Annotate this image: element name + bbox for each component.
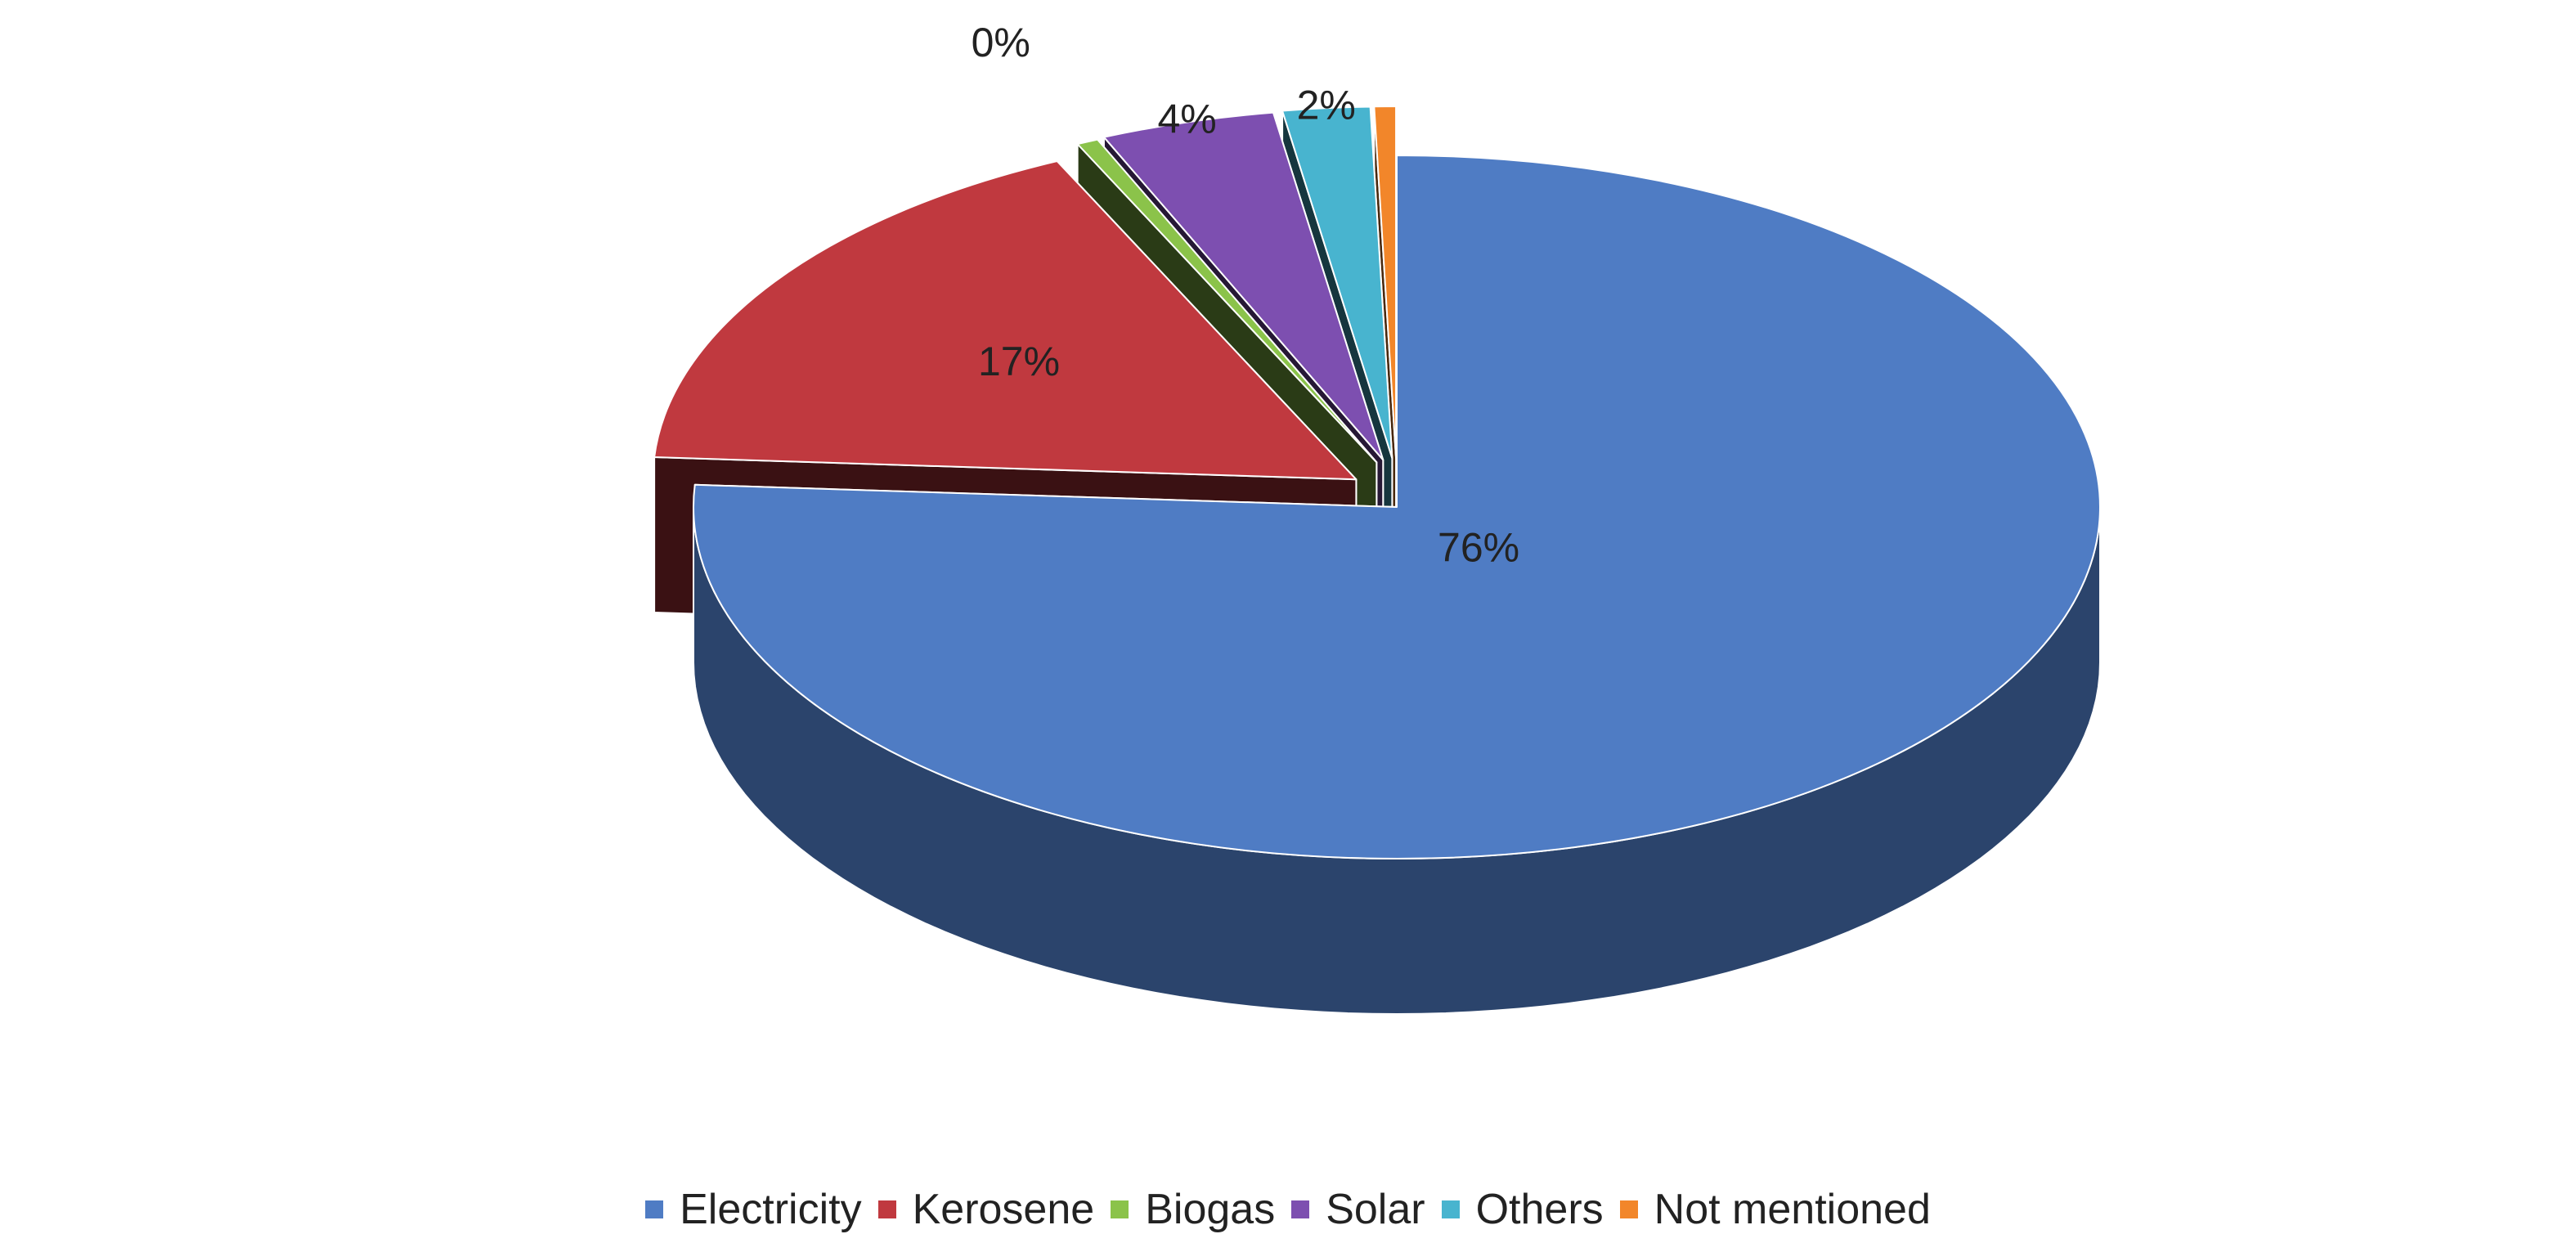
pie-slice-not-mentioned bbox=[1373, 105, 1398, 460]
legend-swatch bbox=[1619, 1200, 1638, 1218]
data-label-biogas: 0% bbox=[972, 20, 1030, 65]
pie-slice-biogas bbox=[1076, 138, 1378, 464]
legend-item-solar: Solar bbox=[1291, 1185, 1425, 1234]
legend-label: Not mentioned bbox=[1654, 1186, 1931, 1233]
legend: Electricity Kerosene Biogas Solar Others… bbox=[0, 1181, 2576, 1238]
pie-slice-others bbox=[1281, 105, 1393, 460]
legend-label: Solar bbox=[1326, 1186, 1425, 1233]
legend-label: Others bbox=[1475, 1186, 1604, 1233]
legend-swatch bbox=[1111, 1200, 1129, 1218]
pie-slice-electricity bbox=[693, 155, 2101, 859]
legend-swatch bbox=[1441, 1200, 1460, 1218]
pie-top-layer bbox=[653, 105, 2101, 859]
legend-item-not-mentioned: Not mentioned bbox=[1619, 1185, 1931, 1234]
legend-label: Biogas bbox=[1145, 1186, 1276, 1233]
data-label-electricity: 76% bbox=[1438, 525, 1519, 571]
legend-swatch bbox=[645, 1200, 664, 1218]
legend-item-biogas: Biogas bbox=[1111, 1185, 1275, 1234]
data-label-kerosene: 17% bbox=[978, 339, 1060, 384]
pie-slice-kerosene bbox=[653, 160, 1358, 481]
legend-swatch bbox=[1291, 1200, 1310, 1218]
legend-item-others: Others bbox=[1441, 1185, 1604, 1234]
data-label-others: 2% bbox=[1297, 82, 1356, 128]
data-label-layer: 76%17%0%4%2%0% bbox=[972, 20, 1520, 571]
legend-label: Electricity bbox=[680, 1186, 862, 1233]
pie-slice-solar bbox=[1102, 111, 1384, 461]
legend-swatch bbox=[877, 1200, 896, 1218]
legend-item-kerosene: Kerosene bbox=[877, 1185, 1095, 1234]
data-label-solar: 4% bbox=[1157, 96, 1216, 142]
legend-item-electricity: Electricity bbox=[645, 1185, 862, 1234]
legend-label: Kerosene bbox=[912, 1186, 1095, 1233]
